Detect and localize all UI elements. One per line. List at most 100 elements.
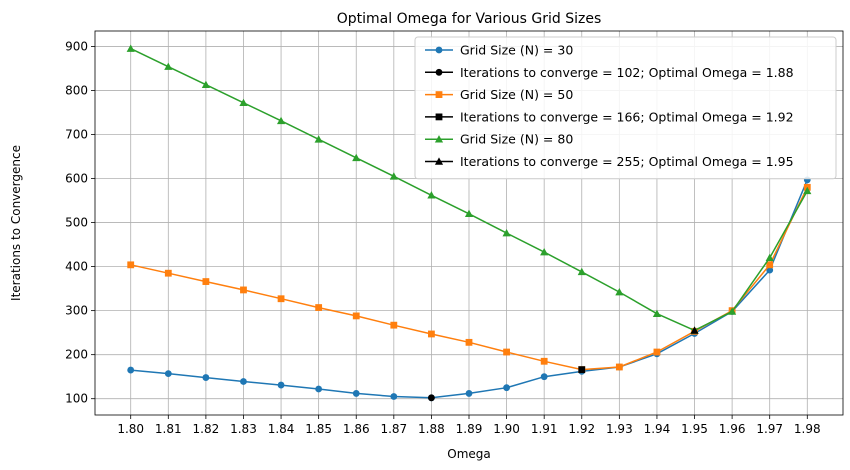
x-tick-label: 1.85 [305, 422, 332, 436]
data-point [465, 338, 473, 346]
y-tick-label: 400 [65, 260, 88, 274]
data-point [390, 393, 398, 400]
data-point [352, 312, 360, 320]
x-tick-label: 1.97 [756, 422, 783, 436]
x-tick-label: 1.80 [117, 422, 144, 436]
data-point [766, 261, 774, 269]
y-tick-label: 600 [65, 172, 88, 186]
legend-entry: Iterations to converge = 102; Optimal Om… [425, 65, 794, 80]
data-point [352, 390, 360, 397]
data-point [427, 191, 436, 199]
legend-marker [435, 68, 443, 76]
data-point [126, 44, 135, 52]
data-point [653, 348, 661, 356]
data-point [464, 209, 474, 218]
data-point [502, 229, 511, 237]
x-tick-label: 1.86 [343, 422, 370, 436]
legend-marker [435, 46, 443, 54]
x-tick-label: 1.84 [268, 422, 295, 436]
data-point [277, 381, 285, 389]
data-point [276, 116, 286, 125]
y-axis-label: Iterations to Convergence [9, 145, 23, 301]
data-point [428, 330, 435, 338]
legend-entry: Grid Size (N) = 50 [425, 87, 573, 102]
x-axis-label: Omega [447, 447, 491, 461]
data-point [202, 374, 210, 381]
data-point [315, 385, 323, 393]
data-point [540, 247, 549, 256]
data-point [803, 186, 812, 195]
legend-label: Iterations to converge = 102; Optimal Om… [460, 65, 794, 80]
optimum-point-3 [690, 326, 699, 334]
data-point [202, 278, 210, 285]
optimum-point-1 [428, 394, 435, 402]
data-point [540, 357, 548, 365]
legend-label: Grid Size (N) = 30 [460, 43, 573, 58]
y-tick-label: 900 [65, 39, 88, 53]
y-tick-label: 300 [65, 304, 88, 318]
data-point [277, 295, 285, 303]
data-point [503, 384, 510, 392]
x-tick-label: 1.93 [606, 422, 633, 436]
legend-label: Iterations to converge = 166; Optimal Om… [460, 109, 794, 124]
legend-entry: Iterations to converge = 255; Optimal Om… [425, 154, 794, 169]
legend-label: Iterations to converge = 255; Optimal Om… [460, 154, 794, 169]
series-layer [126, 44, 812, 402]
data-point [127, 366, 135, 374]
data-point [127, 261, 135, 269]
x-tick-label: 1.92 [568, 422, 595, 436]
data-point [465, 390, 473, 397]
x-tick-label: 1.81 [155, 422, 182, 436]
data-point [314, 135, 323, 143]
data-point [389, 172, 398, 180]
data-point [540, 373, 548, 381]
legend: Grid Size (N) = 30 Iterations to converge… [414, 36, 837, 180]
data-point [315, 304, 323, 311]
data-point [164, 62, 173, 70]
legend-marker [434, 135, 444, 143]
x-tick-label: 1.96 [719, 422, 746, 436]
legend-label: Grid Size (N) = 80 [460, 132, 573, 147]
legend-marker [434, 157, 444, 165]
data-point [615, 363, 623, 371]
x-tick-label: 1.88 [418, 422, 445, 436]
x-tick-label: 1.91 [531, 422, 558, 436]
x-tick-label: 1.94 [644, 422, 671, 436]
legend-label: Grid Size (N) = 50 [460, 87, 573, 102]
y-tick-label: 100 [65, 392, 88, 406]
data-point [352, 153, 361, 162]
data-point [765, 253, 774, 262]
legend-entry: Grid Size (N) = 30 [425, 43, 573, 58]
data-point [615, 288, 624, 296]
x-tick-label: 1.83 [230, 422, 257, 436]
data-point [766, 266, 774, 274]
chart-title: Optimal Omega for Various Grid Sizes [337, 11, 602, 27]
data-point [390, 321, 398, 329]
optimum-point-2 [578, 366, 586, 374]
y-tick-label: 700 [65, 127, 88, 141]
data-point [240, 378, 247, 385]
y-tick-label: 800 [65, 83, 88, 97]
data-point [164, 269, 172, 277]
x-tick-label: 1.82 [193, 422, 220, 436]
legend-entry: Iterations to converge = 166; Optimal Om… [425, 109, 794, 124]
data-point [577, 267, 586, 276]
data-point [240, 286, 247, 294]
x-tick-label: 1.95 [681, 422, 708, 436]
legend-frame [414, 36, 837, 180]
data-point [239, 98, 248, 107]
legend-entry: Grid Size (N) = 80 [425, 132, 573, 147]
legend-marker [435, 113, 443, 121]
y-tick-label: 200 [65, 348, 88, 362]
data-point [164, 370, 172, 378]
data-point [503, 348, 510, 356]
x-tick-label: 1.87 [380, 422, 407, 436]
data-point [201, 80, 210, 88]
plot-frame [94, 30, 844, 416]
x-tick-label: 1.89 [456, 422, 483, 436]
data-point [728, 307, 737, 315]
y-tick-label: 500 [65, 216, 88, 230]
x-tick-label: 1.98 [794, 422, 821, 436]
x-tick-label: 1.90 [493, 422, 520, 436]
legend-marker [435, 91, 443, 98]
